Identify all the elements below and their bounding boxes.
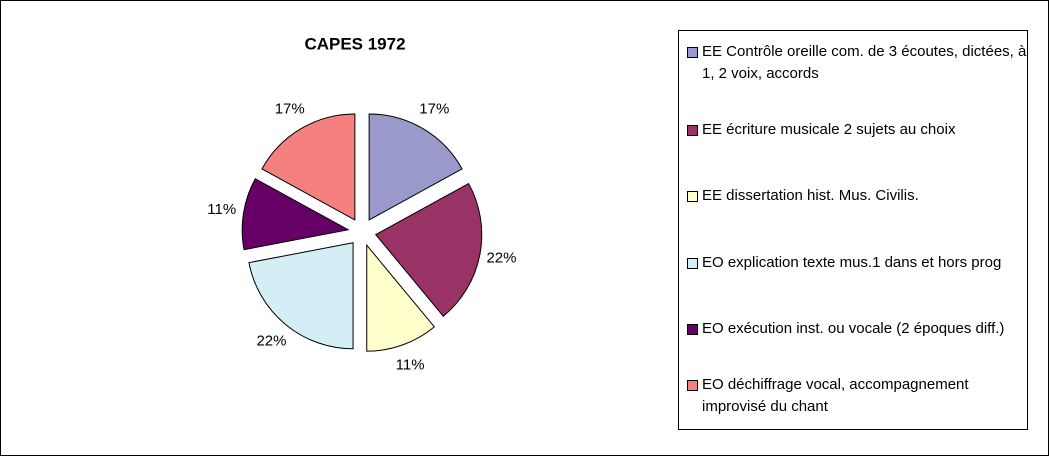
pie-slice bbox=[368, 113, 463, 221]
data-label: 22% bbox=[486, 250, 516, 267]
legend-label: EO déchiffrage vocal, accompagnement imp… bbox=[702, 375, 969, 415]
chart-title: CAPES 1972 bbox=[304, 34, 405, 53]
legend-label: EO exécution inst. ou vocale (2 époques … bbox=[702, 320, 1005, 337]
data-label: 17% bbox=[275, 101, 305, 118]
legend-swatch bbox=[687, 257, 698, 269]
data-label: 11% bbox=[396, 357, 425, 374]
legend-entry: EE dissertation hist. Mus. Civilis. bbox=[687, 185, 1027, 207]
pie-slice bbox=[374, 182, 483, 318]
legend-swatch bbox=[687, 324, 698, 335]
legend-swatch bbox=[687, 47, 698, 58]
legend-label: EE écriture musicale 2 sujets au choix bbox=[702, 120, 956, 138]
legend-swatch bbox=[687, 379, 698, 391]
pie-slice bbox=[366, 243, 436, 352]
legend-label: EE Contrôle oreille com. de 3 écoutes, d… bbox=[702, 43, 1027, 82]
legend-label: EO explication texte mus.1 dans et hors … bbox=[702, 253, 1002, 271]
legend-swatch bbox=[687, 191, 698, 202]
legend-label: EE dissertation hist. Mus. Civilis. bbox=[702, 187, 919, 204]
legend-entry: EO déchiffrage vocal, accompagnement imp… bbox=[687, 374, 1027, 418]
data-label: 17% bbox=[419, 101, 449, 118]
legend-entry: EE écriture musicale 2 sujets au choix bbox=[687, 119, 1027, 141]
data-label: 11% bbox=[207, 201, 236, 218]
data-label: 22% bbox=[256, 332, 286, 349]
legend: EE Contrôle oreille com. de 3 écoutes, d… bbox=[678, 30, 1028, 430]
pie-slice bbox=[241, 178, 350, 251]
legend-swatch bbox=[687, 124, 698, 136]
pie-slice bbox=[248, 242, 354, 350]
legend-entry: EO exécution inst. ou vocale (2 époques … bbox=[687, 318, 1027, 340]
legend-entry: EE Contrôle oreille com. de 3 écoutes, d… bbox=[687, 41, 1027, 85]
legend-entry: EO explication texte mus.1 dans et hors … bbox=[687, 252, 1027, 274]
pie-slice bbox=[261, 113, 356, 221]
